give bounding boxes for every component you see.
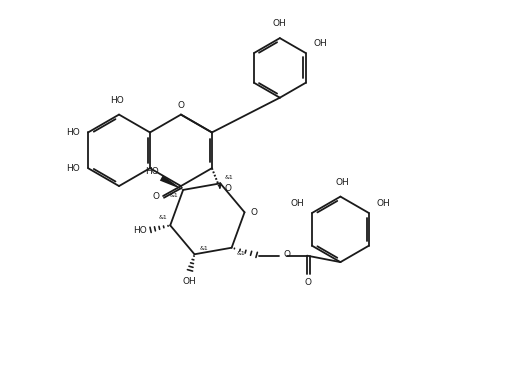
Text: OH: OH: [336, 178, 349, 187]
Text: &1: &1: [237, 251, 245, 256]
Text: O: O: [152, 192, 159, 202]
Text: O: O: [225, 183, 232, 193]
Text: O: O: [251, 208, 257, 217]
Text: OH: OH: [273, 19, 287, 28]
Text: HO: HO: [66, 164, 80, 173]
Polygon shape: [160, 175, 183, 190]
Text: &1: &1: [169, 193, 178, 198]
Text: HO: HO: [66, 128, 80, 137]
Text: OH: OH: [314, 39, 327, 48]
Text: O: O: [283, 250, 290, 259]
Text: &1: &1: [200, 246, 208, 251]
Text: HO: HO: [133, 226, 146, 235]
Text: &1: &1: [224, 175, 233, 180]
Text: OH: OH: [183, 277, 196, 286]
Text: O: O: [178, 101, 184, 110]
Text: O: O: [305, 279, 312, 288]
Text: HO: HO: [110, 96, 124, 104]
Text: &1: &1: [158, 216, 167, 221]
Text: OH: OH: [290, 199, 304, 208]
Text: HO: HO: [145, 167, 159, 176]
Text: OH: OH: [377, 199, 391, 208]
